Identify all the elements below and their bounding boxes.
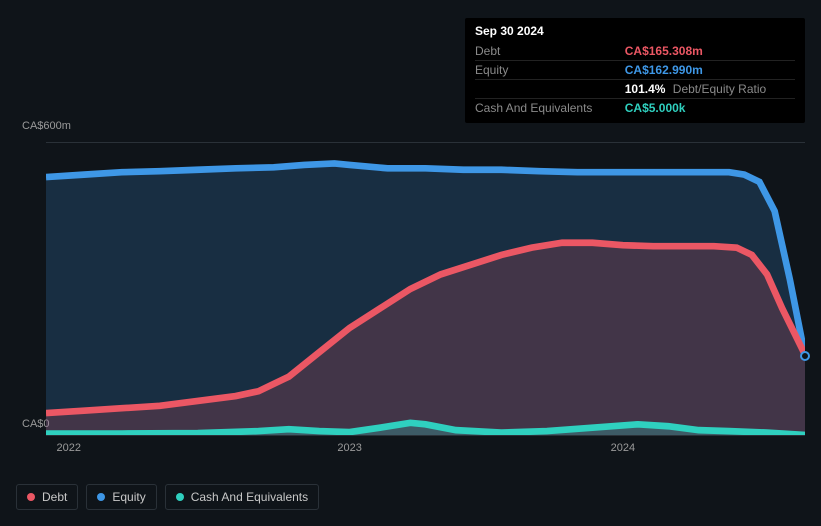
y-axis-top-label: CA$600m [22, 120, 71, 132]
tooltip-table: DebtCA$165.308mEquityCA$162.990m101.4% D… [475, 42, 795, 117]
tooltip-row-label: Equity [475, 61, 615, 80]
tooltip-row-value: 101.4% Debt/Equity Ratio [615, 80, 795, 99]
tooltip-row-label [475, 80, 615, 99]
tooltip-row-value: CA$162.990m [615, 61, 795, 80]
tooltip-row: 101.4% Debt/Equity Ratio [475, 80, 795, 99]
hover-marker [800, 351, 810, 361]
legend-dot-icon [176, 493, 184, 501]
chart-area: CA$600m CA$0 202220232024 [16, 120, 805, 506]
legend: Debt Equity Cash And Equivalents [16, 484, 319, 510]
legend-item[interactable]: Cash And Equivalents [165, 484, 319, 510]
tooltip-row-value: CA$165.308m [615, 42, 795, 61]
legend-item-label: Cash And Equivalents [191, 490, 308, 504]
tooltip-row: DebtCA$165.308m [475, 42, 795, 61]
legend-item-label: Equity [112, 490, 145, 504]
legend-dot-icon [27, 493, 35, 501]
data-tooltip: Sep 30 2024 DebtCA$165.308mEquityCA$162.… [465, 18, 805, 123]
x-axis-tick: 2022 [57, 438, 81, 454]
tooltip-row-value: CA$5.000k [615, 99, 795, 118]
legend-dot-icon [97, 493, 105, 501]
x-axis-tick: 2023 [337, 438, 361, 454]
tooltip-row: EquityCA$162.990m [475, 61, 795, 80]
x-axis-tick: 2024 [611, 438, 635, 454]
tooltip-row: Cash And EquivalentsCA$5.000k [475, 99, 795, 118]
x-axis: 2022 2023 2024 [46, 438, 805, 458]
tooltip-date: Sep 30 2024 [475, 24, 795, 42]
legend-item-label: Debt [42, 490, 67, 504]
tooltip-row-label: Cash And Equivalents [475, 99, 615, 118]
tooltip-row-label: Debt [475, 42, 615, 61]
legend-item[interactable]: Equity [86, 484, 156, 510]
chart-root: Sep 30 2024 DebtCA$165.308mEquityCA$162.… [0, 0, 821, 526]
chart-svg [46, 143, 805, 435]
legend-item[interactable]: Debt [16, 484, 78, 510]
plot-region[interactable] [46, 142, 805, 436]
